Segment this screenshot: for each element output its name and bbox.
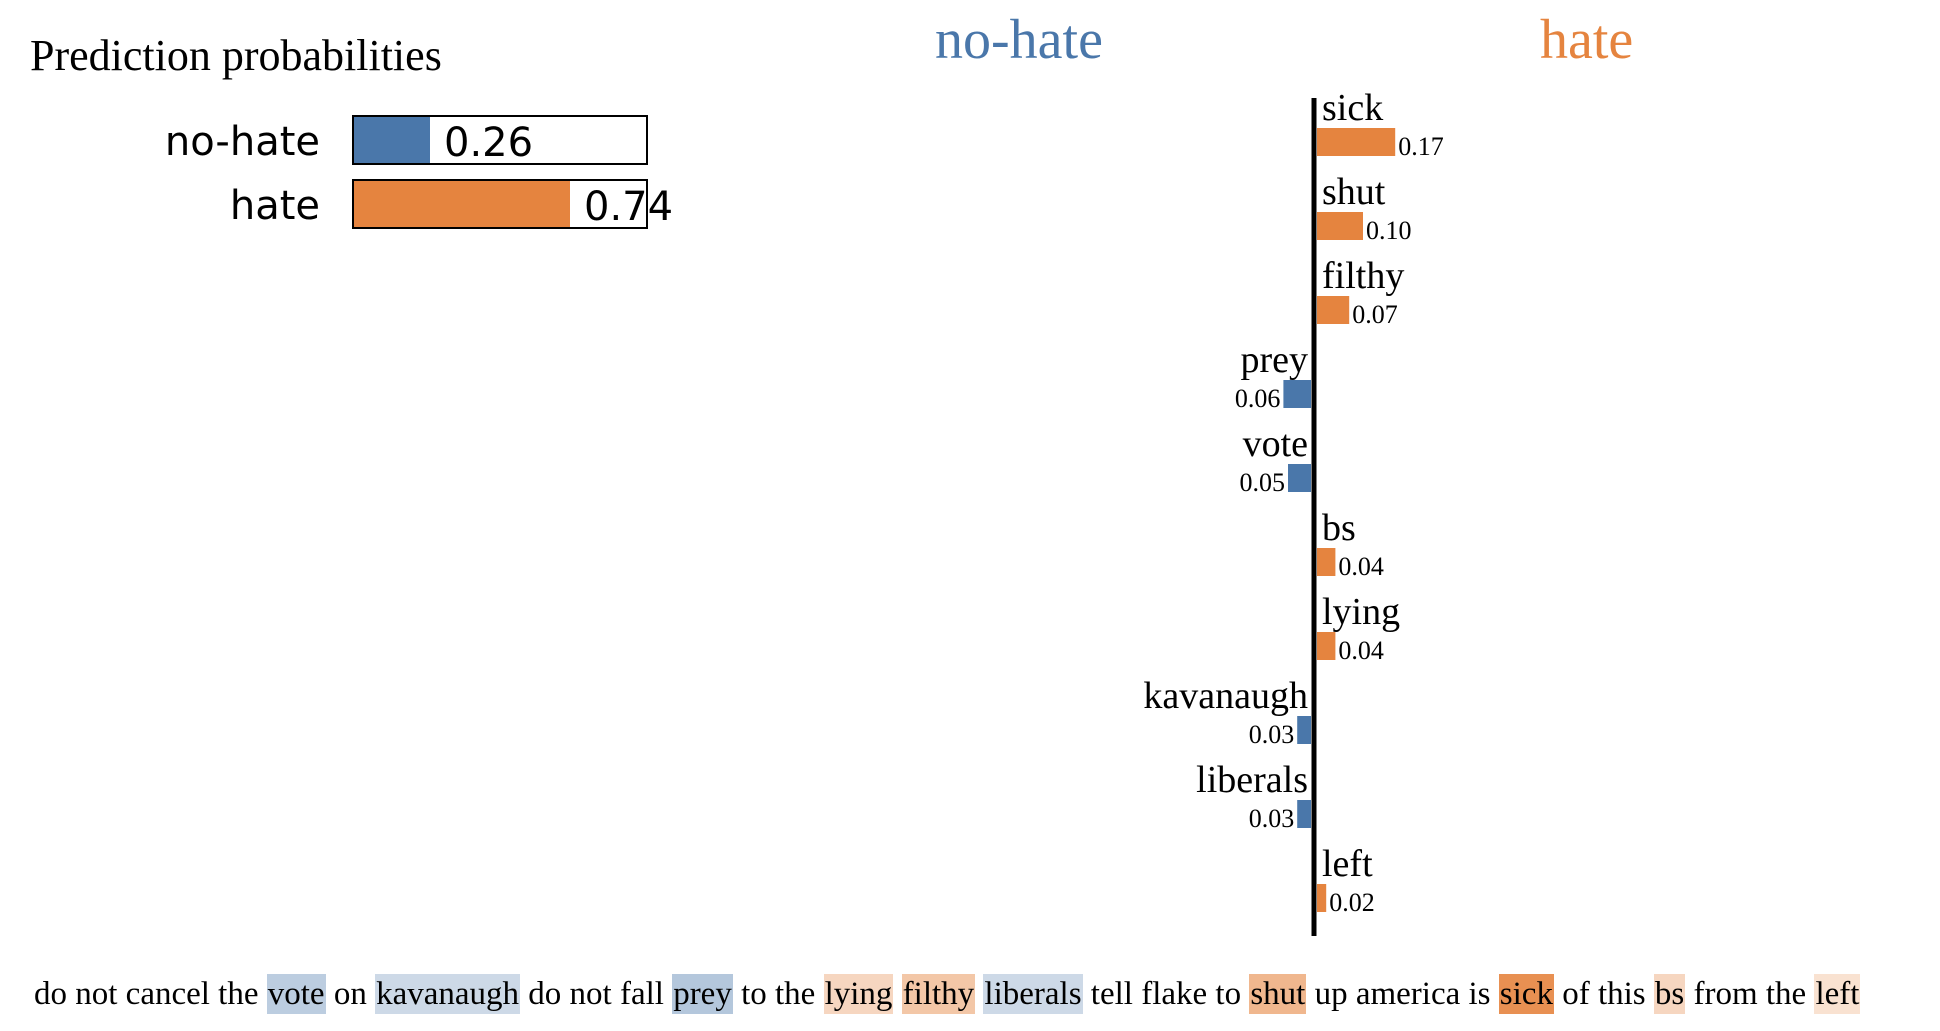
feature-word-label: sick [1322,87,1383,129]
proba-label: hate [229,183,320,229]
feature-weight-label: 0.03 [1249,720,1295,749]
feature-weight-bar [1317,212,1363,240]
feature-weight-label: 0.02 [1329,888,1375,917]
plain-text: do not fall [520,976,673,1012]
plain-text: of this [1553,976,1654,1012]
highlighted-word: lying [823,974,894,1014]
feature-word-label: left [1322,843,1373,885]
feature-word-label: bs [1322,507,1356,549]
feature-word-label: prey [1240,339,1308,381]
proba-bar-box: 0.26 [352,115,648,166]
proba-bar-fill [354,181,570,227]
plain-text: on [325,976,376,1012]
highlighted-word: sick [1498,974,1554,1014]
proba-label: no-hate [164,119,320,165]
plain-text: up america is [1306,976,1499,1012]
feature-word-label: liberals [1196,759,1308,801]
feature-weight-label: 0.10 [1366,216,1412,245]
plain-text: tell flake to [1082,976,1250,1012]
proba-bar-fill [354,117,430,163]
feature-word-label: shut [1322,171,1386,213]
positive-class-title: hate [1540,9,1634,71]
prediction-probabilities-title: Prediction probabilities [30,31,442,80]
plain-text: from the [1685,976,1815,1012]
proba-bar-box: 0.74 [352,179,673,230]
highlighted-word: kavanaugh [375,974,521,1014]
feature-word-label: vote [1243,423,1308,465]
feature-weight-bar [1317,296,1350,324]
feature-weight-bar [1317,884,1327,912]
feature-weight-label: 0.05 [1240,468,1286,497]
proba-value: 0.74 [584,184,674,230]
feature-weight-bar [1297,800,1311,828]
feature-weight-bar [1317,548,1336,576]
highlighted-word: liberals [983,974,1083,1014]
plain-text [893,976,901,1012]
feature-weight-bar [1317,128,1396,156]
highlighted-word: filthy [901,974,976,1014]
highlighted-word: shut [1249,974,1307,1014]
plain-text: to the [732,976,824,1012]
feature-weight-bar [1297,716,1311,744]
proba-value: 0.26 [444,120,534,166]
highlighted-word: bs [1653,974,1686,1014]
highlighted-word: prey [672,974,733,1014]
plain-text: do not cancel the [34,976,267,1012]
feature-weight-label: 0.03 [1249,804,1295,833]
highlighted-word: left [1814,974,1861,1014]
feature-weight-bar [1288,464,1311,492]
highlighted-word: vote [266,974,326,1014]
feature-weight-label: 0.06 [1235,384,1281,413]
feature-weights-chart: sick 0.17 shut 0.10 filthy 0.07 prey 0.06 vote 0.… [1143,87,1444,936]
feature-word-label: filthy [1322,255,1404,297]
feature-weight-label: 0.07 [1352,300,1398,329]
feature-weight-label: 0.04 [1338,552,1384,581]
feature-word-label: lying [1322,591,1400,633]
highlighted-text: do not cancel the vote on kavanaugh do n… [34,970,1861,1018]
feature-weight-bar [1283,380,1311,408]
feature-weight-bar [1317,632,1336,660]
feature-word-label: kavanaugh [1143,675,1308,717]
feature-weight-label: 0.17 [1398,132,1444,161]
feature-weight-label: 0.04 [1338,636,1384,665]
negative-class-title: no-hate [935,9,1103,71]
